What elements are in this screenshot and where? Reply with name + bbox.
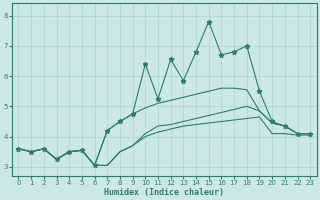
X-axis label: Humidex (Indice chaleur): Humidex (Indice chaleur) [104, 188, 224, 197]
